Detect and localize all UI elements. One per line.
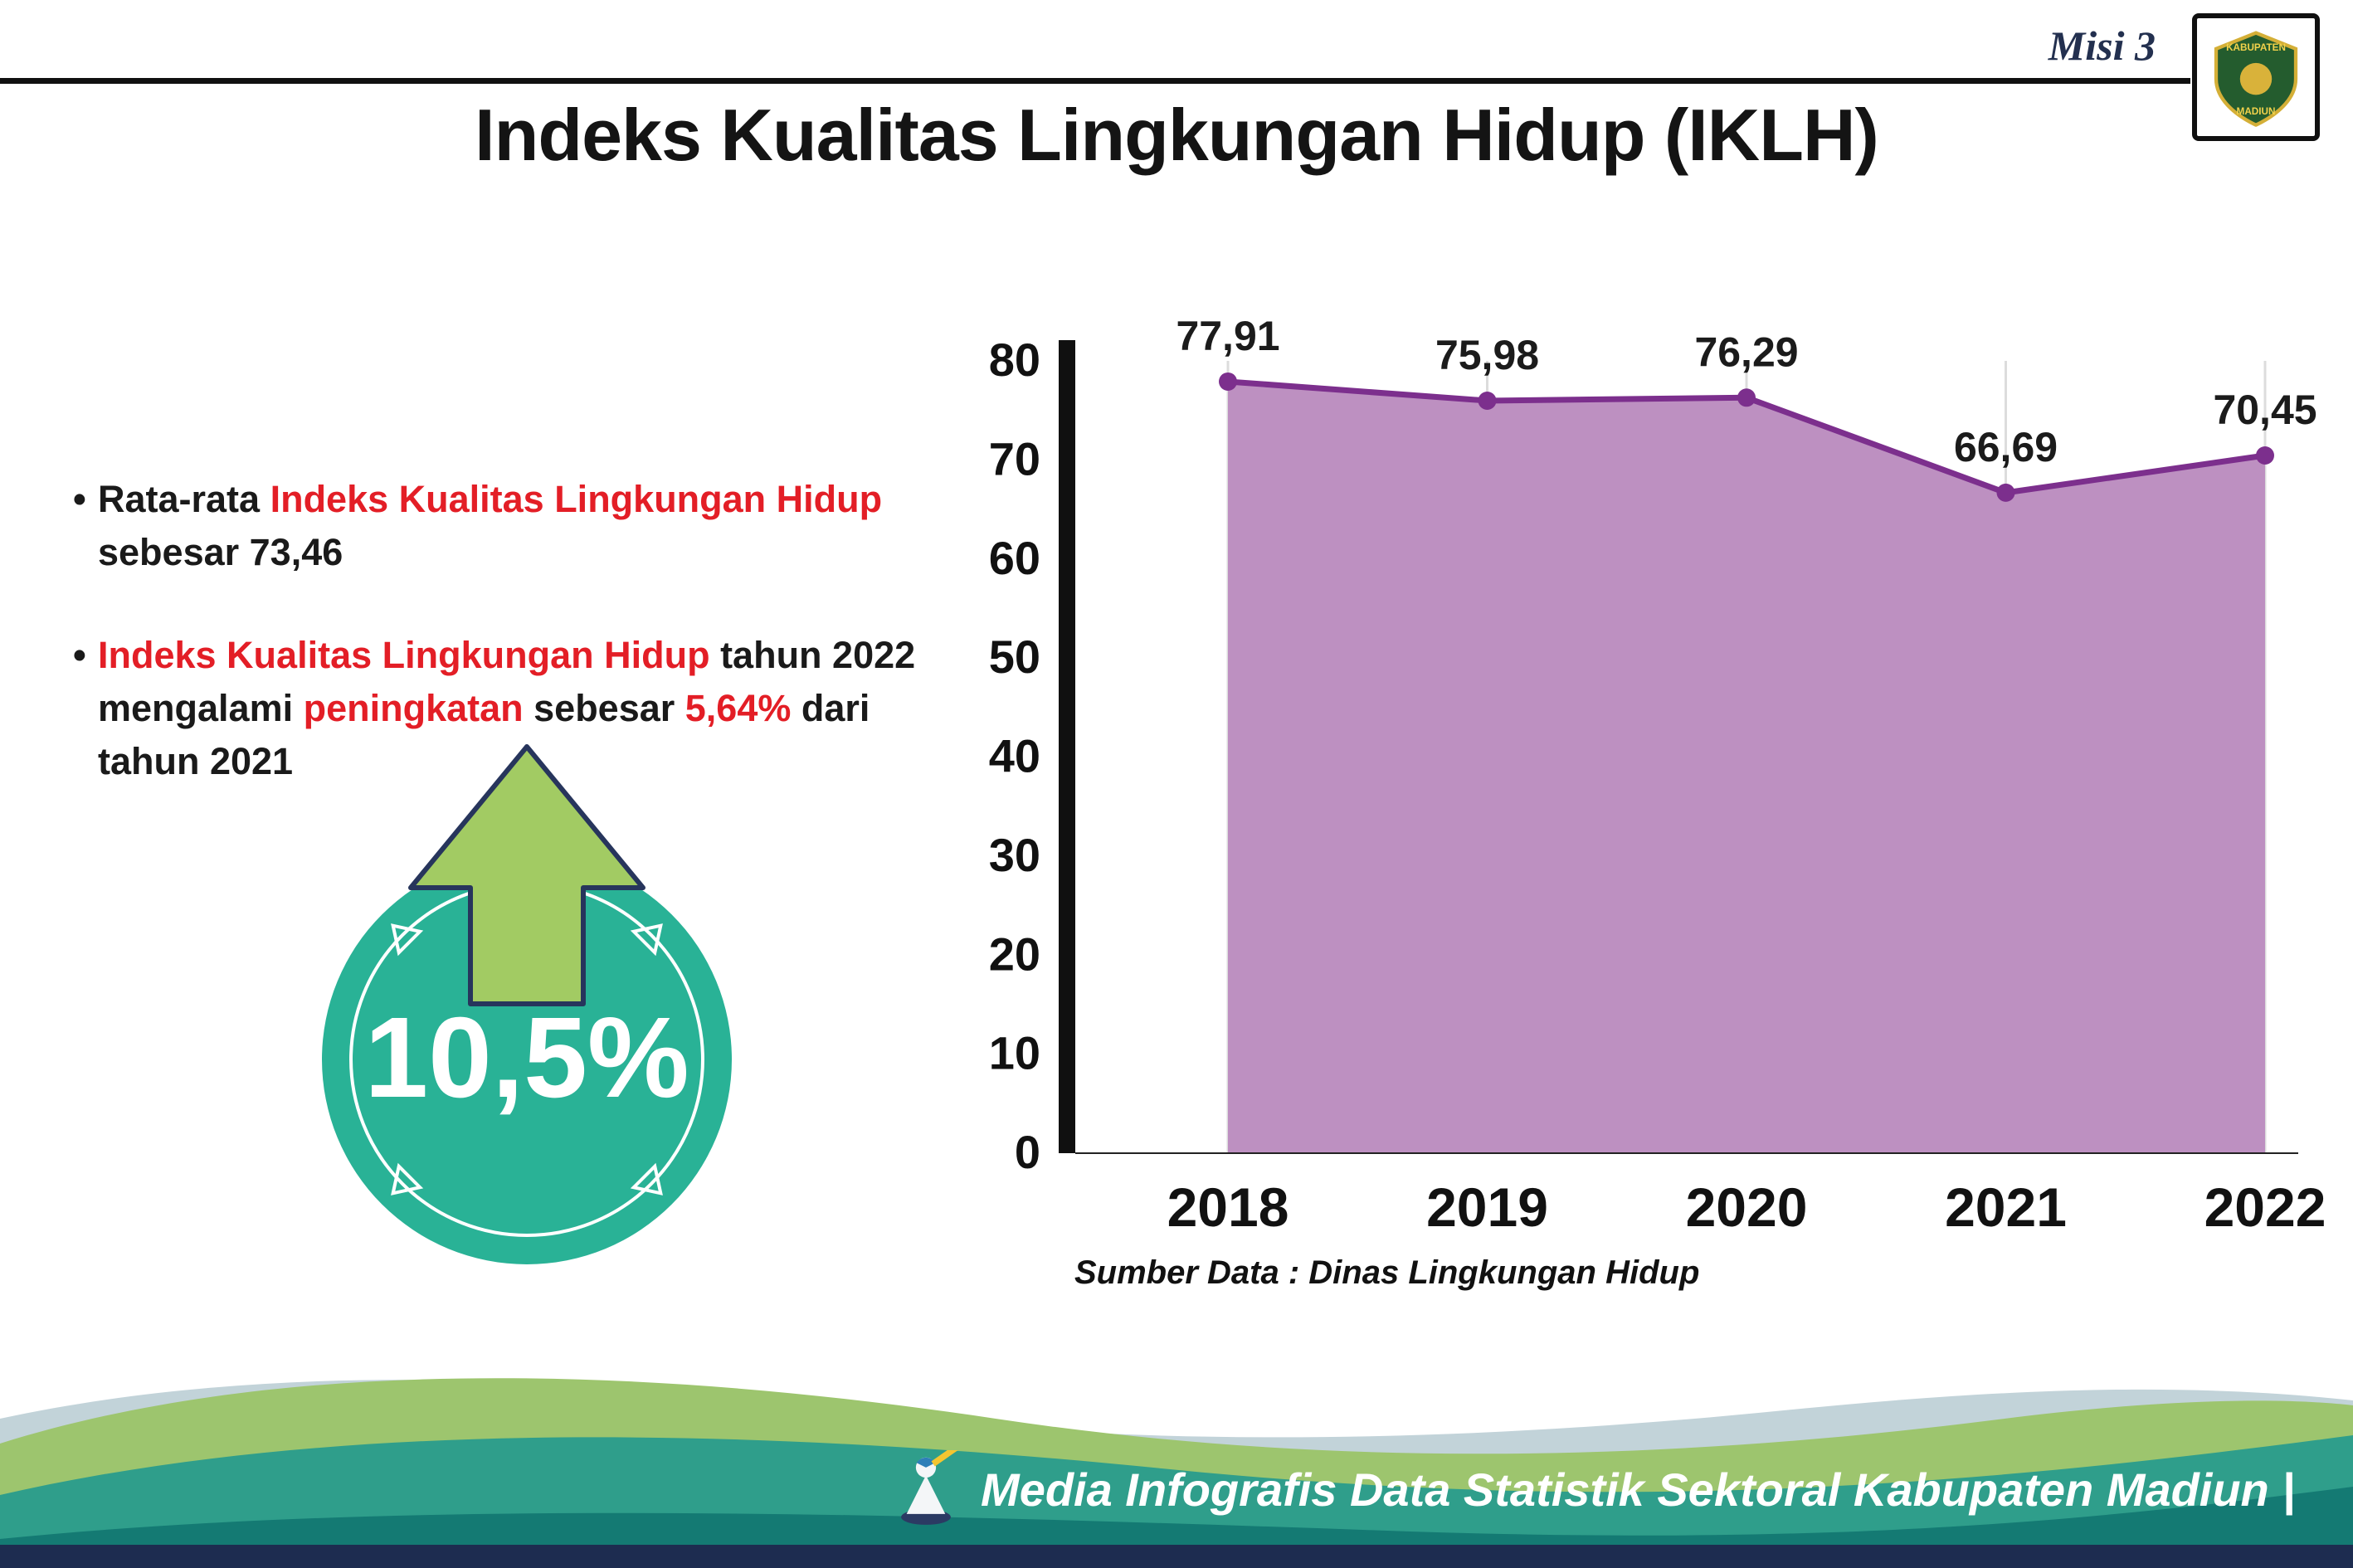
bullet2-highlight: 5,64% xyxy=(684,686,792,729)
x-tick-label: 2020 xyxy=(1686,1176,1808,1238)
logo-text-bottom: MADIUN xyxy=(2237,106,2276,117)
bullet2-highlight: peningkatan xyxy=(303,686,524,729)
source-note: Sumber Data : Dinas Lingkungan Hidup xyxy=(1074,1254,1700,1291)
bullet-item-increase: • Indeks Kualitas Lingkungan Hidup tahun … xyxy=(73,629,977,788)
up-arrow-icon xyxy=(408,744,645,1006)
y-tick-label: 80 xyxy=(989,334,1040,386)
y-tick-label: 60 xyxy=(989,532,1040,584)
data-label: 66,69 xyxy=(1954,424,2058,470)
mascot-icon xyxy=(901,1450,962,1525)
iklh-area-chart: 77,91 75,98 76,29 66,69 70,45 0 10 20 30 40 50 60 70… xyxy=(989,315,2326,1238)
bullet-marker: • xyxy=(73,478,86,520)
y-tick-label: 70 xyxy=(989,432,1040,485)
bullet2-segment: sebesar xyxy=(523,686,685,729)
badge-value: 10,5% xyxy=(364,994,689,1122)
x-tick-label: 2019 xyxy=(1426,1176,1548,1238)
data-label: 77,91 xyxy=(1176,315,1279,359)
bullet1-highlight: Indeks Kualitas Lingkungan Hidup xyxy=(270,478,883,520)
bullet-marker: • xyxy=(73,634,86,676)
x-tick-label: 2018 xyxy=(1167,1176,1289,1238)
data-label: 75,98 xyxy=(1435,332,1539,378)
y-tick-label: 20 xyxy=(989,928,1040,980)
footer-waves xyxy=(0,1378,2353,1568)
area-fill xyxy=(1228,381,2265,1154)
data-point xyxy=(1737,388,1756,407)
x-tick-label: 2021 xyxy=(1945,1176,2067,1238)
kabupaten-madiun-logo: KABUPATEN MADIUN xyxy=(2192,13,2320,141)
y-tick-label: 40 xyxy=(989,730,1040,782)
ring-tick-icon xyxy=(391,923,424,957)
y-tick-label: 0 xyxy=(1015,1126,1040,1178)
y-tick-label: 30 xyxy=(989,829,1040,881)
data-point xyxy=(2256,446,2274,465)
data-point xyxy=(1996,483,2015,502)
data-point xyxy=(1219,372,1237,391)
bullet2-segment: dari tahun 2021 xyxy=(98,686,870,782)
logo-text-top: KABUPATEN xyxy=(2226,42,2286,53)
header-rule xyxy=(0,78,2190,84)
badge-circle xyxy=(322,855,732,1264)
data-label: 70,45 xyxy=(2213,387,2316,433)
x-tick-label: 2022 xyxy=(2204,1176,2326,1238)
increase-badge: 10,5% xyxy=(322,744,732,1264)
page-title: Indeks Kualitas Lingkungan Hidup (IKLH) xyxy=(475,94,1879,176)
y-axis xyxy=(1059,340,1075,1153)
y-tick-label: 50 xyxy=(989,631,1040,683)
bullet1-segment: Rata-rata xyxy=(98,478,270,520)
ring-tick-icon xyxy=(630,923,663,957)
shield-icon: KABUPATEN MADIUN xyxy=(2214,31,2298,127)
bullet-item-average: • Rata-rata Indeks Kualitas Lingkungan Hi… xyxy=(73,473,936,579)
footer-navy-bar xyxy=(0,1545,2353,1568)
y-tick-label: 10 xyxy=(989,1027,1040,1079)
data-label: 76,29 xyxy=(1694,329,1798,375)
ring-tick-icon xyxy=(391,1162,424,1195)
ring-tick-icon xyxy=(630,1162,663,1195)
misi-label: Misi 3 xyxy=(2048,22,2156,69)
data-point xyxy=(1478,391,1497,410)
bullet2-segment: tahun 2022 mengalami xyxy=(98,634,916,729)
footer-caption-text: Media Infografis Data Statistik Sektoral… xyxy=(981,1463,2295,1516)
bullet1-segment: sebesar 73,46 xyxy=(98,530,343,573)
bullet2-highlight: Indeks Kualitas Lingkungan Hidup xyxy=(98,634,710,676)
footer-caption: Media Infografis Data Statistik Sektoral… xyxy=(891,1450,2295,1528)
